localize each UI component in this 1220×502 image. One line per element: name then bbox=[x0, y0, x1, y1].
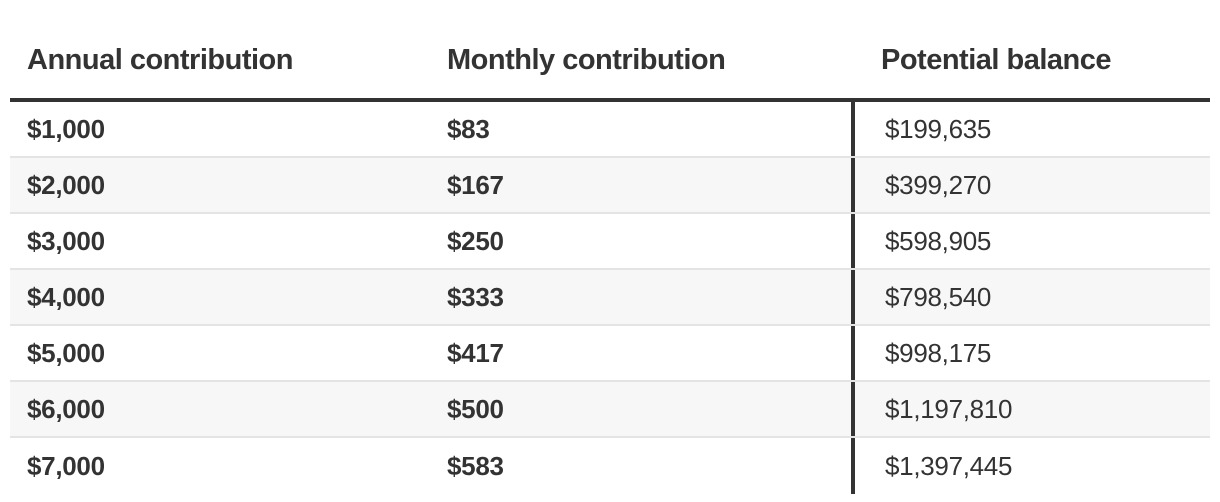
annual-contribution-cell: $6,000 bbox=[27, 393, 105, 424]
annual-contribution-cell: $5,000 bbox=[27, 337, 105, 368]
header-monthly-contribution: Monthly contribution bbox=[447, 44, 726, 76]
monthly-contribution-cell: $333 bbox=[447, 281, 504, 312]
monthly-contribution-cell: $583 bbox=[447, 450, 504, 481]
potential-balance-cell: $1,197,810 bbox=[851, 382, 1210, 436]
table-row: $6,000 $500 $1,197,810 bbox=[10, 382, 1210, 438]
header-potential-balance: Potential balance bbox=[881, 44, 1112, 76]
table-body: $1,000 $83 $199,635 $2,000 $167 $399,270 $3,00… bbox=[10, 102, 1210, 494]
monthly-contribution-cell: $83 bbox=[447, 113, 490, 144]
annual-contribution-cell: $1,000 bbox=[27, 113, 105, 144]
annual-contribution-cell: $7,000 bbox=[27, 450, 105, 481]
potential-balance-cell: $399,270 bbox=[851, 158, 1210, 212]
contribution-table: Annual contribution Monthly contribution… bbox=[10, 0, 1210, 494]
table-row: $4,000 $333 $798,540 bbox=[10, 270, 1210, 326]
potential-balance-cell: $598,905 bbox=[851, 214, 1210, 268]
table-row: $7,000 $583 $1,397,445 bbox=[10, 438, 1210, 494]
annual-contribution-cell: $4,000 bbox=[27, 281, 105, 312]
monthly-contribution-cell: $500 bbox=[447, 393, 504, 424]
table-row: $3,000 $250 $598,905 bbox=[10, 214, 1210, 270]
potential-balance-cell: $199,635 bbox=[851, 102, 1210, 156]
table-row: $5,000 $417 $998,175 bbox=[10, 326, 1210, 382]
header-annual-contribution: Annual contribution bbox=[27, 44, 293, 76]
table-row: $1,000 $83 $199,635 bbox=[10, 102, 1210, 158]
annual-contribution-cell: $3,000 bbox=[27, 225, 105, 256]
annual-contribution-cell: $2,000 bbox=[27, 169, 105, 200]
potential-balance-cell: $798,540 bbox=[851, 270, 1210, 324]
table-row: $2,000 $167 $399,270 bbox=[10, 158, 1210, 214]
monthly-contribution-cell: $250 bbox=[447, 225, 504, 256]
monthly-contribution-cell: $417 bbox=[447, 337, 504, 368]
monthly-contribution-cell: $167 bbox=[447, 169, 504, 200]
potential-balance-cell: $1,397,445 bbox=[851, 438, 1210, 494]
potential-balance-cell: $998,175 bbox=[851, 326, 1210, 380]
table-header: Annual contribution Monthly contribution… bbox=[10, 0, 1210, 102]
